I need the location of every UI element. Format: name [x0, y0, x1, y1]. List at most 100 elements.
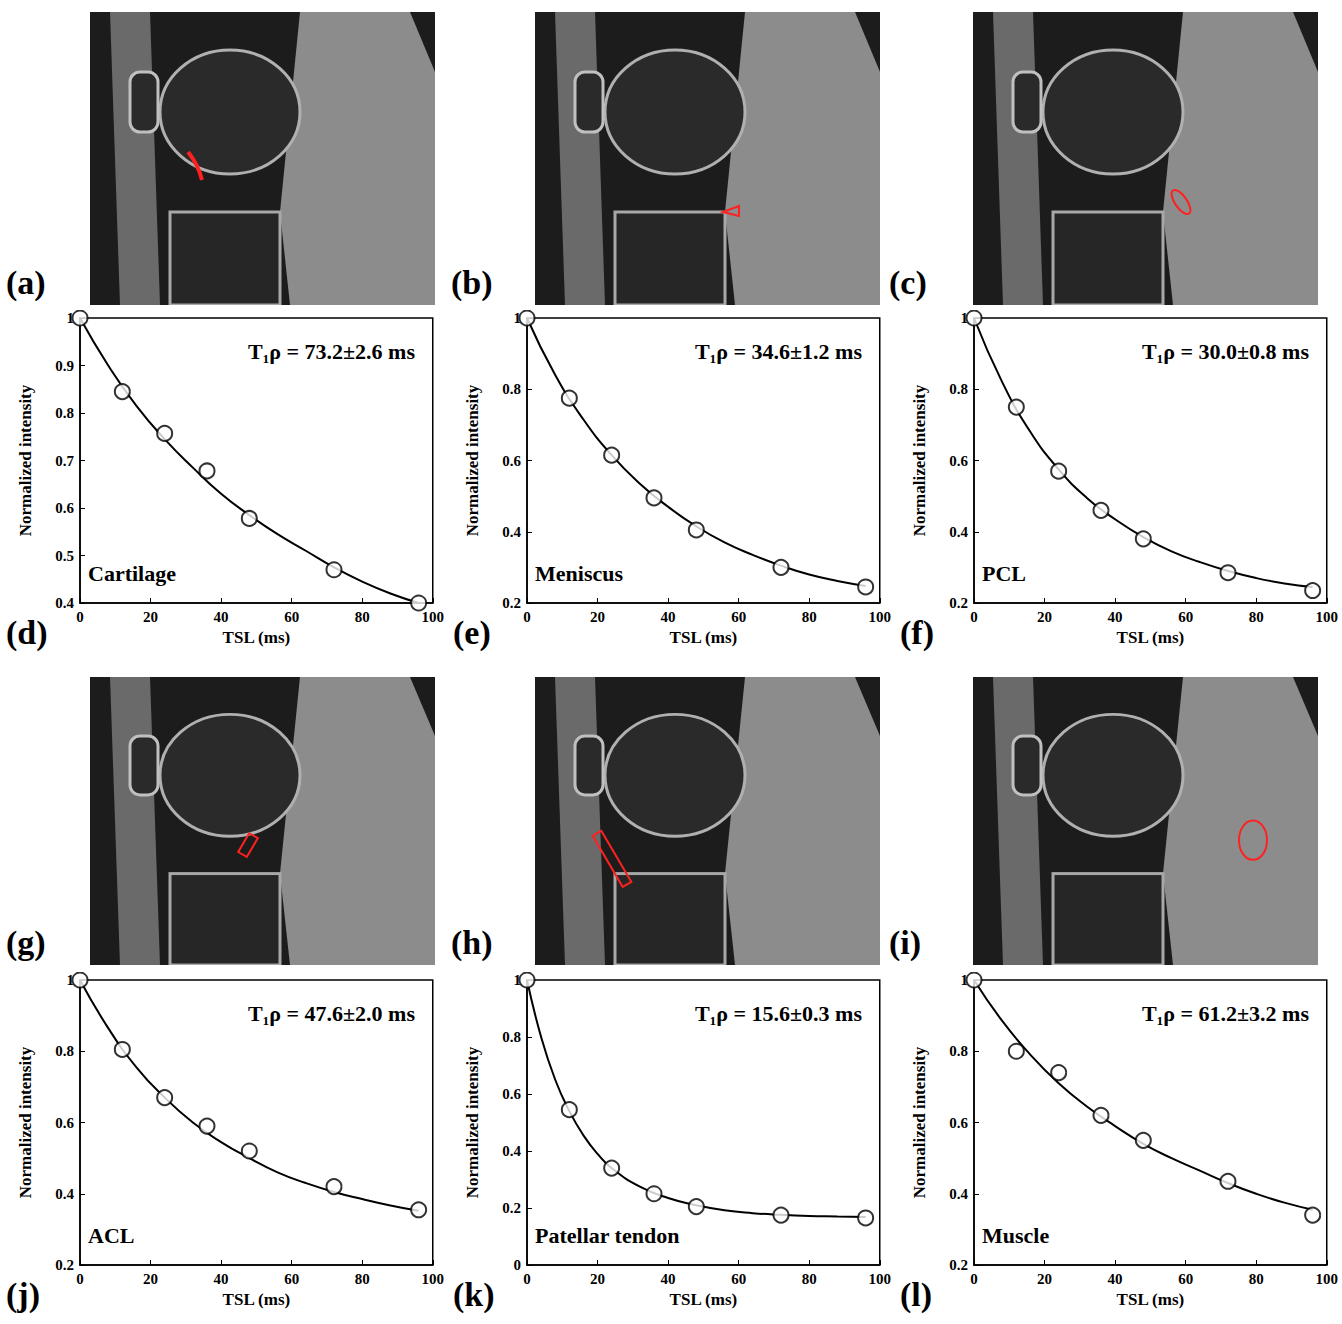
svg-text:1: 1 — [66, 310, 74, 326]
html-text:(h): (h) — [451, 924, 493, 961]
svg-text:Patellar tendon: Patellar tendon — [535, 1223, 679, 1248]
html-text:(a): (a) — [6, 264, 46, 301]
svg-text:20: 20 — [1037, 1271, 1052, 1287]
svg-text:0.2: 0.2 — [55, 1257, 74, 1273]
svg-text:80: 80 — [355, 1271, 370, 1287]
svg-text:0.6: 0.6 — [502, 1086, 521, 1102]
html-text:(d): (d) — [6, 614, 48, 651]
svg-text:0.4: 0.4 — [949, 1186, 968, 1202]
svg-text:0.2: 0.2 — [949, 595, 968, 611]
svg-text:100: 100 — [1316, 609, 1339, 625]
svg-text:0.6: 0.6 — [55, 1115, 74, 1131]
html-text:(c): (c) — [889, 264, 927, 301]
svg-text:0.2: 0.2 — [502, 595, 521, 611]
svg-text:T₁ρ = 34.6±1.2 ms: T₁ρ = 34.6±1.2 ms — [695, 339, 862, 364]
svg-text:0.4: 0.4 — [502, 524, 521, 540]
svg-text:0.8: 0.8 — [502, 381, 521, 397]
svg-text:0: 0 — [514, 1257, 522, 1273]
svg-text:60: 60 — [1178, 609, 1193, 625]
html-text:(f): (f) — [900, 614, 934, 651]
svg-text:Normalized intensity: Normalized intensity — [16, 384, 35, 536]
svg-text:100: 100 — [422, 609, 445, 625]
svg-text:60: 60 — [284, 1271, 299, 1287]
svg-text:0: 0 — [76, 1271, 84, 1287]
svg-text:TSL (ms): TSL (ms) — [1117, 628, 1185, 647]
svg-text:Muscle: Muscle — [982, 1223, 1049, 1248]
svg-text:20: 20 — [590, 609, 605, 625]
svg-text:40: 40 — [661, 1271, 676, 1287]
html-text:(j): (j) — [6, 1276, 40, 1313]
svg-text:60: 60 — [284, 609, 299, 625]
svg-text:TSL (ms): TSL (ms) — [223, 628, 291, 647]
svg-text:PCL: PCL — [982, 561, 1026, 586]
svg-text:0: 0 — [970, 1271, 978, 1287]
html-text:(k): (k) — [453, 1276, 495, 1313]
svg-text:0.6: 0.6 — [55, 500, 74, 516]
svg-text:0.8: 0.8 — [55, 1043, 74, 1059]
svg-text:0.6: 0.6 — [502, 453, 521, 469]
html-text:(g): (g) — [6, 924, 46, 961]
html-text:(e): (e) — [453, 614, 491, 651]
svg-text:80: 80 — [802, 1271, 817, 1287]
svg-text:0.6: 0.6 — [949, 1115, 968, 1131]
svg-text:60: 60 — [1178, 1271, 1193, 1287]
svg-text:0.5: 0.5 — [55, 548, 74, 564]
svg-text:T₁ρ = 73.2±2.6 ms: T₁ρ = 73.2±2.6 ms — [248, 339, 415, 364]
svg-text:40: 40 — [1108, 609, 1123, 625]
svg-text:20: 20 — [143, 1271, 158, 1287]
svg-text:0.8: 0.8 — [949, 381, 968, 397]
svg-text:TSL (ms): TSL (ms) — [223, 1290, 291, 1309]
svg-text:Normalized intensity: Normalized intensity — [463, 1046, 482, 1198]
svg-text:20: 20 — [590, 1271, 605, 1287]
svg-text:0: 0 — [970, 609, 978, 625]
svg-text:100: 100 — [1316, 1271, 1339, 1287]
svg-text:T₁ρ = 30.0±0.8 ms: T₁ρ = 30.0±0.8 ms — [1142, 339, 1309, 364]
svg-text:80: 80 — [1249, 1271, 1264, 1287]
svg-text:Normalized intensity: Normalized intensity — [910, 1046, 929, 1198]
svg-text:40: 40 — [214, 1271, 229, 1287]
svg-text:0.6: 0.6 — [949, 453, 968, 469]
svg-text:T₁ρ = 15.6±0.3 ms: T₁ρ = 15.6±0.3 ms — [695, 1001, 862, 1026]
svg-text:100: 100 — [869, 609, 892, 625]
svg-text:0: 0 — [76, 609, 84, 625]
svg-text:0: 0 — [523, 609, 531, 625]
svg-text:80: 80 — [1249, 609, 1264, 625]
svg-text:0.2: 0.2 — [502, 1200, 521, 1216]
svg-text:80: 80 — [355, 609, 370, 625]
svg-text:T₁ρ = 61.2±3.2 ms: T₁ρ = 61.2±3.2 ms — [1142, 1001, 1309, 1026]
html-text:(l): (l) — [900, 1276, 933, 1313]
svg-text:100: 100 — [422, 1271, 445, 1287]
svg-text:0.4: 0.4 — [949, 524, 968, 540]
svg-text:0.8: 0.8 — [55, 405, 74, 421]
svg-text:20: 20 — [143, 609, 158, 625]
svg-text:TSL (ms): TSL (ms) — [670, 628, 738, 647]
html-text:(i): (i) — [889, 924, 922, 961]
svg-text:0: 0 — [523, 1271, 531, 1287]
svg-text:60: 60 — [731, 1271, 746, 1287]
svg-text:40: 40 — [1108, 1271, 1123, 1287]
svg-text:0.7: 0.7 — [55, 453, 74, 469]
svg-text:Normalized intensity: Normalized intensity — [463, 384, 482, 536]
html-text:(b): (b) — [451, 264, 493, 301]
svg-text:40: 40 — [661, 609, 676, 625]
svg-text:Meniscus: Meniscus — [535, 561, 623, 586]
svg-text:100: 100 — [869, 1271, 892, 1287]
svg-text:0.4: 0.4 — [55, 595, 74, 611]
svg-text:0.8: 0.8 — [949, 1043, 968, 1059]
svg-text:T₁ρ = 47.6±2.0 ms: T₁ρ = 47.6±2.0 ms — [248, 1001, 415, 1026]
svg-text:40: 40 — [214, 609, 229, 625]
svg-text:ACL: ACL — [88, 1223, 134, 1248]
svg-text:60: 60 — [731, 609, 746, 625]
svg-text:Normalized intensity: Normalized intensity — [16, 1046, 35, 1198]
svg-text:0.4: 0.4 — [502, 1143, 521, 1159]
svg-text:TSL (ms): TSL (ms) — [670, 1290, 738, 1309]
svg-text:TSL (ms): TSL (ms) — [1117, 1290, 1185, 1309]
svg-text:0.2: 0.2 — [949, 1257, 968, 1273]
svg-text:Normalized intensity: Normalized intensity — [910, 384, 929, 536]
svg-text:20: 20 — [1037, 609, 1052, 625]
svg-text:0.9: 0.9 — [55, 358, 74, 374]
svg-text:0.8: 0.8 — [502, 1029, 521, 1045]
svg-text:80: 80 — [802, 609, 817, 625]
svg-text:0.4: 0.4 — [55, 1186, 74, 1202]
svg-text:Cartilage: Cartilage — [88, 561, 176, 586]
